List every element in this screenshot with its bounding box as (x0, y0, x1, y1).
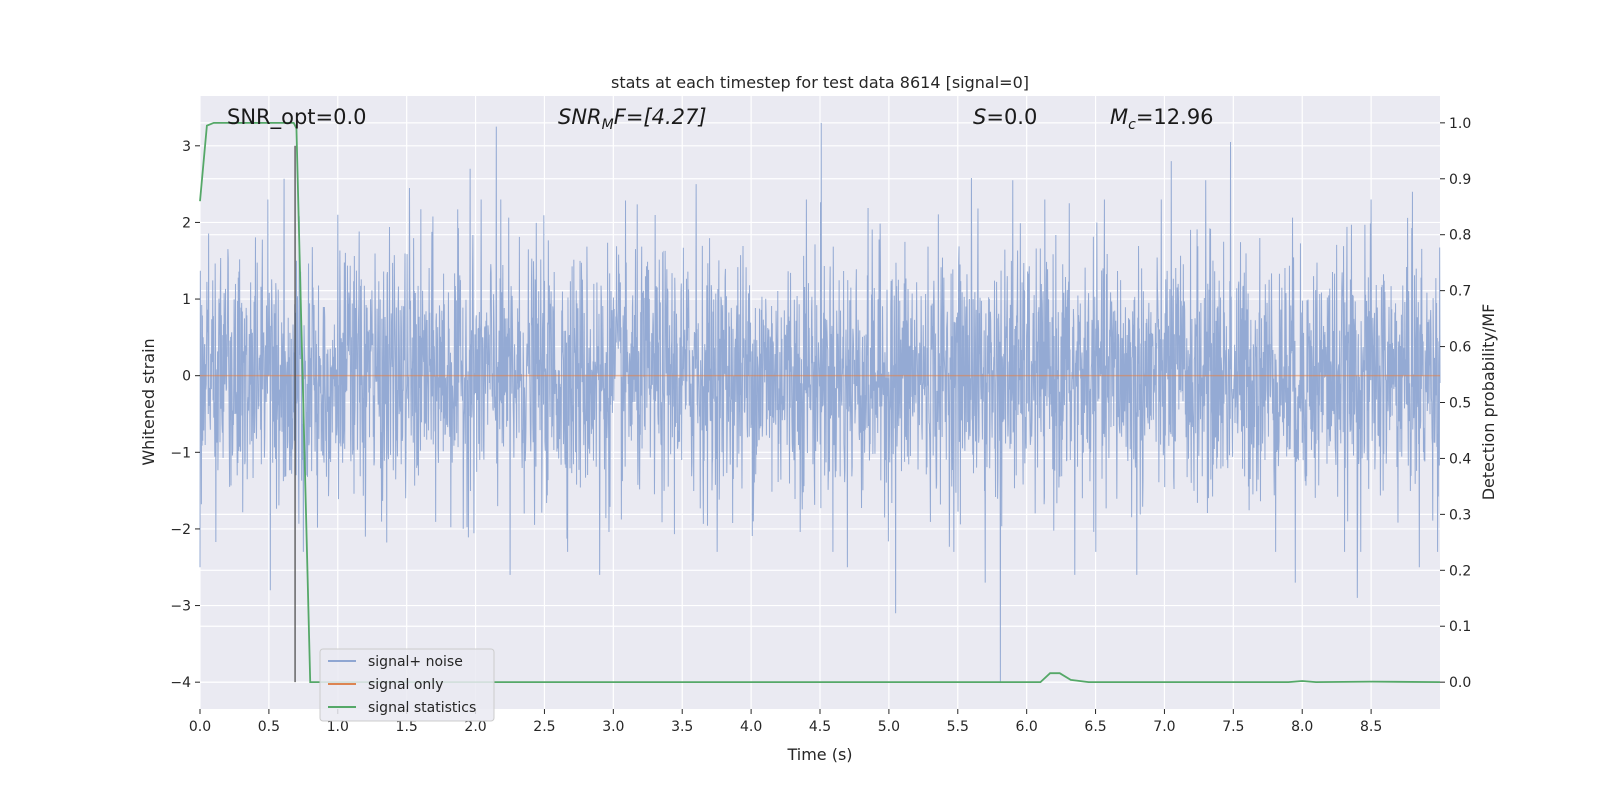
annotation-snr-mf-main: SNR (558, 105, 602, 129)
annotation-mc-sub: c (1128, 117, 1136, 133)
annotation-snr-mf-tail: F=[4.27] (614, 105, 707, 129)
legend-label-signal-only: signal only (368, 677, 443, 693)
series-line-signal-noise (199, 122, 1441, 683)
y-tick-label-right: 1.0 (1449, 116, 1471, 132)
y-tick-label-right: 0.3 (1449, 507, 1471, 523)
y-tick-label-right: 0.7 (1449, 284, 1471, 300)
x-axis-label: Time (s) (786, 745, 852, 764)
y-tick-label-left: 3 (182, 139, 191, 155)
legend-box (319, 648, 495, 722)
series-lines (199, 121, 1441, 684)
series-line-signal-statistics (199, 121, 1441, 684)
x-tick-label: 5.5 (947, 719, 969, 735)
y-tick-label-right: 0.6 (1449, 340, 1471, 356)
x-tick-label: 3.5 (671, 719, 693, 735)
x-tick-label: 7.0 (1153, 719, 1175, 735)
annotation-s-main: S (973, 105, 986, 129)
axis-ticks: 0.0 0.5 1.0 1.5 2.0 2.5 3.0 3.5 4.0 4.5 5.0 5.5 6.0 6… (170, 116, 1471, 735)
x-tick-label: 8.5 (1360, 719, 1382, 735)
x-tick-label: 8.0 (1291, 719, 1313, 735)
x-tick-label: 2.5 (533, 719, 555, 735)
annotation-mc: Mc=12.96 (1110, 105, 1214, 133)
y-tick-label-right: 0.0 (1449, 675, 1471, 691)
legend: signal+ noise signal only signal statist… (319, 648, 495, 722)
x-tick-label: 4.5 (809, 719, 831, 735)
y-tick-label-right: 0.9 (1449, 172, 1471, 188)
x-tick-label: 3.0 (602, 719, 624, 735)
annotation-mc-tail: =12.96 (1136, 105, 1214, 129)
x-tick-label: 4.0 (740, 719, 762, 735)
x-tick-label: 0.5 (258, 719, 280, 735)
annotation-snr-opt: SNR_opt=0.0 (227, 105, 367, 130)
series-signal-noise (199, 122, 1441, 683)
y-tick-label-right: 0.8 (1449, 228, 1471, 244)
chart-title: stats at each timestep for test data 861… (611, 73, 1029, 92)
annotation-snr-mf-sub: M (602, 117, 614, 133)
y-tick-label-right: 0.4 (1449, 451, 1471, 467)
y-axis-label-left: Whitened strain (139, 338, 158, 465)
x-tick-label: 1.5 (396, 719, 418, 735)
y-tick-label-left: 0 (182, 369, 191, 385)
y-axis-label-right: Detection probability/MF (1479, 304, 1498, 501)
y-tick-label-right: 0.2 (1449, 563, 1471, 579)
annotation-s: S=0.0 (973, 105, 1037, 129)
x-tick-label: 6.0 (1016, 719, 1038, 735)
y-tick-label-left: −3 (170, 599, 191, 615)
annotation-snr-mf: SNRMF=[4.27] (558, 105, 707, 133)
legend-label-signal-noise: signal+ noise (368, 654, 463, 670)
annotation-mc-main: M (1110, 105, 1128, 129)
y-tick-label-left: −2 (170, 522, 191, 538)
x-tick-label: 1.0 (327, 719, 349, 735)
y-tick-label-left: −4 (170, 675, 191, 691)
annotation-s-tail: =0.0 (986, 105, 1037, 129)
y-tick-label-right: 0.5 (1449, 396, 1471, 412)
x-tick-label: 2.0 (464, 719, 486, 735)
y-tick-label-left: 1 (182, 292, 191, 308)
x-tick-label: 0.0 (189, 719, 211, 735)
x-tick-label: 7.5 (1222, 719, 1244, 735)
legend-label-signal-statistics: signal statistics (368, 700, 476, 716)
y-tick-label-left: −1 (170, 445, 191, 461)
y-tick-label-right: 0.1 (1449, 619, 1471, 635)
x-tick-label: 6.5 (1084, 719, 1106, 735)
x-tick-label: 5.0 (878, 719, 900, 735)
y-tick-label-left: 2 (182, 215, 191, 231)
